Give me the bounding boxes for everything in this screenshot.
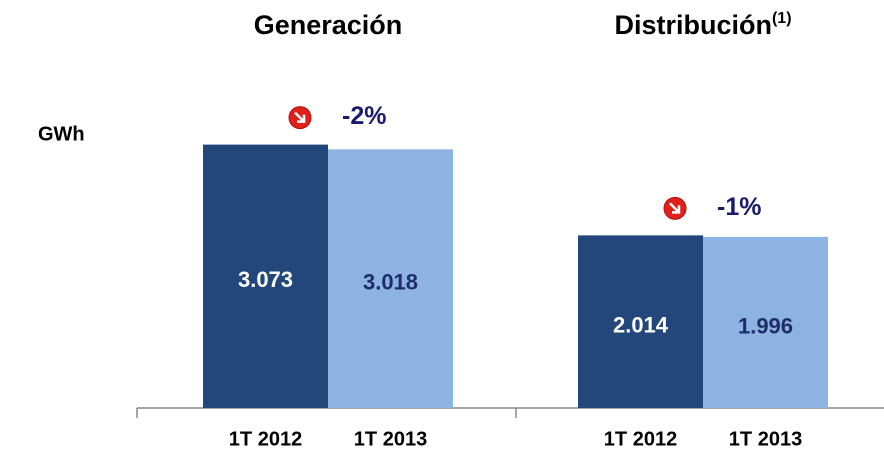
value-label: 1.996	[738, 313, 793, 338]
value-label: 2.014	[613, 312, 669, 337]
bar	[203, 144, 328, 408]
value-label: 3.018	[363, 269, 418, 294]
title-text: Generación	[254, 10, 403, 40]
value-label: 3.073	[238, 267, 293, 292]
bar	[578, 235, 703, 408]
down-icon-arrow	[669, 202, 681, 214]
y-axis-label: GWh	[38, 123, 85, 145]
title-text: Distribución	[614, 10, 772, 40]
x-tick-label: 1T 2012	[604, 428, 677, 450]
title-note: (1)	[772, 10, 792, 27]
bar	[328, 149, 453, 409]
bar	[703, 236, 828, 408]
x-tick-label: 1T 2013	[729, 428, 802, 450]
chart-title: Distribución(1)	[614, 10, 791, 40]
change-annotation: -1%	[717, 193, 761, 221]
down-icon-arrow	[294, 111, 306, 123]
chart-title: Generación	[254, 10, 403, 40]
change-annotation: -2%	[342, 102, 386, 130]
x-tick-label: 1T 2013	[354, 428, 427, 450]
x-tick-label: 1T 2012	[229, 428, 302, 450]
